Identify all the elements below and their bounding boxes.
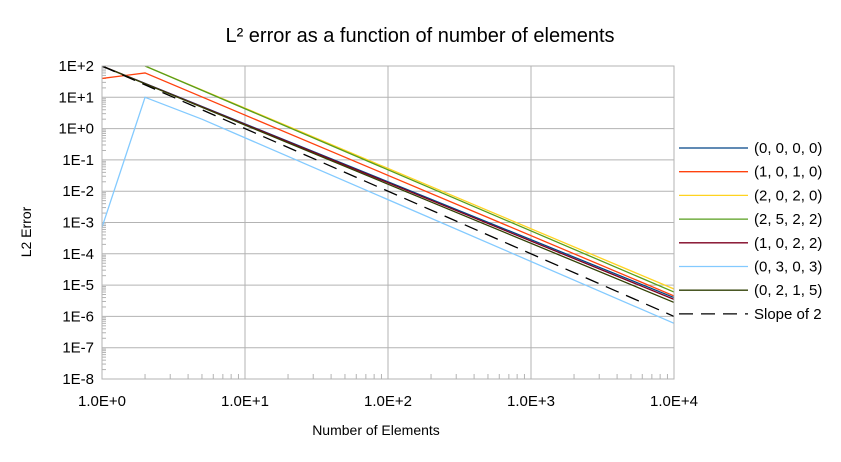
plot-frame <box>101 65 675 380</box>
x-tick-label: 1.0E+2 <box>364 393 412 410</box>
y-tick-label: 1E-7 <box>62 340 94 357</box>
x-tick-label: 1.0E+0 <box>78 393 126 410</box>
series-line-5 <box>102 96 674 324</box>
y-tick-label: 1E-5 <box>62 277 94 294</box>
x-tick-label: 1.0E+3 <box>507 393 555 410</box>
minor-ticks <box>102 66 668 379</box>
legend: (0, 0, 0, 0) (1, 0, 1, 0) (2, 0, 2, 0) (2, … <box>679 140 822 323</box>
legend-label-2: (2, 0, 2, 0) <box>754 187 822 204</box>
y-tick-label: 1E-1 <box>62 152 94 169</box>
y-axis-label: L2 Error <box>18 206 34 257</box>
series-line-3 <box>144 66 674 293</box>
legend-label-0: (0, 0, 0, 0) <box>754 140 822 157</box>
y-tick-label: 1E+0 <box>59 121 94 138</box>
y-tick-label: 1E-2 <box>62 183 94 200</box>
series-group <box>102 66 674 324</box>
y-tick-label: 1E+2 <box>59 58 94 75</box>
grid <box>101 65 675 380</box>
x-axis-label: Number of Elements <box>312 422 440 438</box>
x-tick-label: 1.0E+1 <box>221 393 269 410</box>
legend-label-3: (2, 5, 2, 2) <box>754 211 822 228</box>
legend-label-5: (0, 3, 0, 3) <box>754 259 822 276</box>
legend-label-4: (1, 0, 2, 2) <box>754 235 822 252</box>
y-tick-label: 1E-6 <box>62 308 94 325</box>
chart-title: L² error as a function of number of elem… <box>225 25 614 47</box>
y-tick-label: 1E-3 <box>62 215 94 232</box>
y-tick-label: 1E+1 <box>59 89 94 106</box>
legend-label-1: (1, 0, 1, 0) <box>754 164 822 181</box>
legend-label-7: Slope of 2 <box>754 306 822 323</box>
x-tick-label: 1.0E+4 <box>650 393 698 410</box>
series-line-7 <box>102 66 674 317</box>
x-tick-labels: 1.0E+0 1.0E+1 1.0E+2 1.0E+3 1.0E+4 <box>78 393 698 410</box>
y-tick-label: 1E-8 <box>62 371 94 388</box>
y-tick-labels: 1E+2 1E+1 1E+0 1E-1 1E-2 1E-3 1E-4 1E-5 1E-6 1E-7… <box>59 58 94 388</box>
series-line-1 <box>102 72 674 297</box>
series-line-6 <box>102 66 674 304</box>
legend-label-6: (0, 2, 1, 5) <box>754 282 822 299</box>
y-tick-label: 1E-4 <box>62 246 94 263</box>
